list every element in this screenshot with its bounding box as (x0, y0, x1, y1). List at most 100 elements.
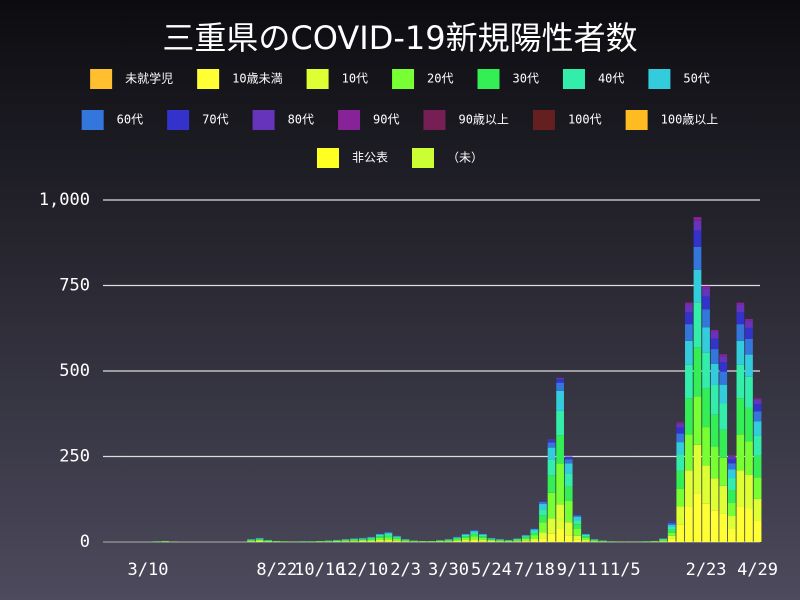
bar-segment (513, 540, 522, 542)
bar-segment (693, 246, 702, 270)
bar-segment (573, 516, 582, 521)
bar-segment (702, 427, 710, 466)
bar-segment (470, 531, 479, 533)
bar-segment (573, 514, 582, 516)
legend-label: 未就学児 (125, 71, 173, 86)
bar-segment (719, 384, 728, 404)
bar-segment (719, 485, 728, 514)
bar-segment (710, 363, 719, 386)
x-tick-label: 12/10 (337, 560, 388, 580)
bar-segment (496, 539, 504, 541)
bar-segment (685, 364, 693, 399)
bar-segment (727, 529, 736, 542)
bar-segment (727, 463, 736, 470)
bar-segment (745, 327, 753, 339)
bar-segment (582, 541, 590, 542)
bar-segment (384, 539, 393, 542)
bar-segment (727, 490, 736, 504)
bar-segment (521, 537, 530, 539)
bar-segment (461, 537, 470, 540)
legend-swatch (423, 110, 446, 130)
bar-segment (753, 520, 762, 542)
bar-segment (539, 509, 547, 516)
bar-segment (702, 465, 710, 504)
bar-segment (375, 534, 384, 537)
bar-segment (264, 540, 273, 542)
bar-segment (384, 541, 393, 542)
bar-segment (582, 537, 590, 540)
bar-segment (453, 538, 461, 540)
bar-segment (685, 470, 693, 507)
legend-label: 90歳以上 (458, 113, 508, 127)
bar-segment (727, 455, 736, 457)
bar-segment (539, 538, 547, 542)
legend-swatch (532, 110, 555, 130)
bar-segment (453, 537, 461, 538)
bar-segment (478, 536, 487, 538)
legend-label: 80代 (288, 113, 314, 127)
bar-segment (659, 540, 667, 542)
bar-segment (736, 364, 745, 399)
bar-segment (255, 538, 264, 540)
x-tick-label: 9/11 (557, 560, 598, 580)
bar-segment (367, 539, 376, 541)
bar-segment (710, 338, 719, 350)
bar-segment (564, 535, 573, 542)
bar-segment (333, 540, 341, 542)
bar-segment (556, 463, 564, 505)
bar-segment (564, 463, 573, 474)
bar-segment (753, 421, 762, 436)
legend-swatch (197, 69, 220, 89)
bar-segment (573, 524, 582, 530)
bar-segment (547, 475, 556, 493)
bar-segment (676, 488, 685, 507)
bar-segment (461, 534, 470, 535)
bar-segment (556, 504, 564, 530)
bar-segment (667, 523, 676, 525)
bar-segment (676, 423, 685, 428)
bar-segment (341, 539, 350, 541)
bar-segment (710, 446, 719, 479)
bar-segment (556, 410, 564, 436)
bar-segment (478, 534, 487, 537)
bar-segment (556, 435, 564, 464)
bar-segment (401, 540, 410, 542)
x-tick-label: 8/22 (256, 560, 297, 580)
bar-segment (719, 403, 728, 430)
bar-segment (753, 477, 762, 499)
bar-segment (255, 539, 264, 541)
bar-segment (667, 538, 676, 542)
legend-label: 40代 (598, 72, 624, 86)
bar-segment (693, 493, 702, 542)
bar-segment (461, 536, 470, 538)
bar-segment (676, 454, 685, 471)
bar-segment (255, 540, 264, 542)
bar-segment (470, 536, 479, 540)
bar-segment (247, 540, 255, 542)
bar-segment (573, 520, 582, 525)
bar-segment (444, 539, 453, 541)
bar-segment (521, 541, 530, 542)
x-tick-label: 10/16 (294, 560, 345, 580)
bar-segment (676, 427, 685, 434)
bar-segment (659, 539, 667, 541)
bar-segment (719, 513, 728, 542)
legend-label: 70代 (202, 113, 228, 127)
x-tick-label: 3/10 (128, 560, 169, 580)
bar-segment (521, 536, 530, 538)
bar-segment (564, 456, 573, 458)
bar-segment (736, 434, 745, 471)
bar-segment (745, 321, 753, 328)
bar-segment (736, 470, 745, 507)
bar-segment (753, 498, 762, 521)
bar-segment (358, 540, 367, 542)
bar-segment (753, 435, 762, 456)
legend-label: （未） (447, 151, 483, 165)
bar-segment (736, 304, 745, 313)
bar-segment (504, 540, 513, 542)
bar-segment (676, 442, 685, 455)
bar-segment (582, 534, 590, 535)
bar-segment (547, 439, 556, 441)
bar-segment (727, 516, 736, 530)
